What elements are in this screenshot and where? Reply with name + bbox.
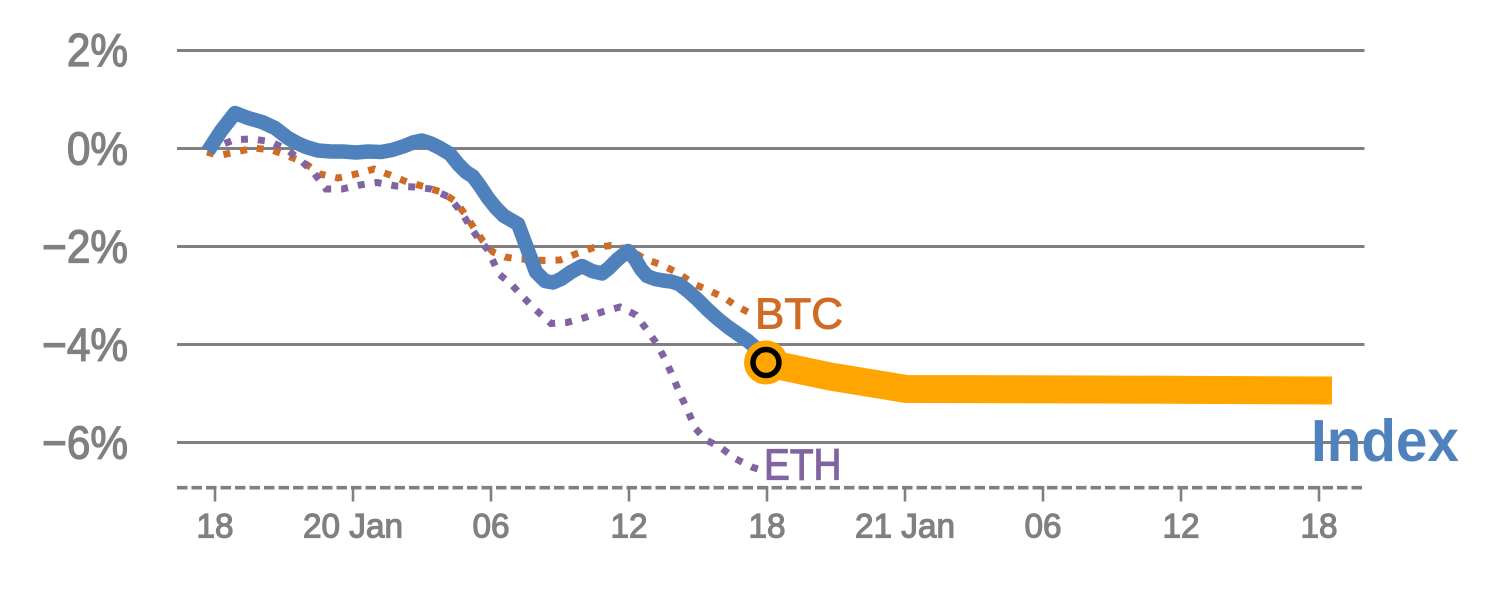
svg-text:18: 18 [748, 508, 785, 545]
svg-text:06: 06 [1024, 508, 1061, 545]
svg-text:−4%: −4% [42, 320, 128, 371]
svg-text:18: 18 [1300, 508, 1337, 545]
svg-text:2%: 2% [67, 25, 128, 76]
svg-text:20 Jan: 20 Jan [303, 508, 403, 545]
svg-text:ETH: ETH [764, 439, 841, 489]
svg-text:21 Jan: 21 Jan [855, 508, 955, 545]
svg-text:0%: 0% [67, 124, 128, 175]
svg-text:12: 12 [1162, 508, 1199, 545]
svg-text:Index: Index [1311, 409, 1459, 474]
svg-text:06: 06 [472, 508, 509, 545]
svg-text:−6%: −6% [42, 418, 128, 469]
svg-text:BTC: BTC [755, 290, 843, 339]
svg-text:12: 12 [610, 508, 647, 545]
svg-text:18: 18 [196, 508, 233, 545]
svg-text:−2%: −2% [42, 222, 128, 273]
